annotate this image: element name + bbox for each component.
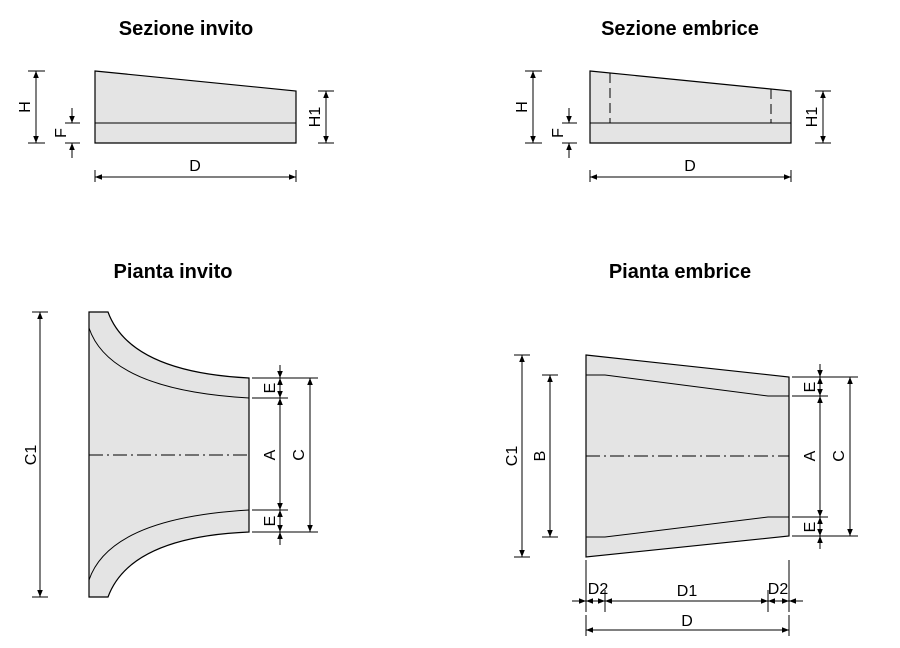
title-sezione-invito: Sezione invito: [119, 18, 253, 40]
dim-label-e-top-invito: E: [262, 383, 279, 394]
dim-label-d2-right: D2: [768, 581, 789, 598]
dim-label-d-embrice: D: [684, 158, 696, 175]
title-sezione-embrice: Sezione embrice: [601, 18, 759, 40]
dim-label-e-bottom-invito: E: [262, 516, 279, 527]
title-pianta-embrice: Pianta embrice: [609, 261, 751, 283]
dim-label-f-invito: F: [53, 128, 70, 138]
dim-label-d1: D1: [677, 583, 698, 600]
title-pianta-invito: Pianta invito: [114, 261, 233, 283]
dim-label-c1-embrice: C1: [504, 446, 521, 467]
dim-label-h1-invito: H1: [307, 107, 324, 128]
dim-label-h-embrice: H: [514, 101, 531, 113]
dim-label-e-top-embrice: E: [802, 382, 819, 393]
dim-label-h-invito: H: [17, 101, 34, 113]
dim-label-d-invito: D: [189, 158, 201, 175]
dim-label-c-embrice: C: [831, 450, 848, 462]
dim-label-h1-embrice: H1: [804, 107, 821, 128]
dim-label-d2-left: D2: [588, 581, 609, 598]
dim-label-f-embrice: F: [550, 128, 567, 138]
plan-embrice-drawing: [514, 354, 858, 636]
dim-label-a-embrice: A: [802, 450, 819, 461]
section-embrice-drawing: [525, 70, 831, 182]
section-invito-drawing: [28, 70, 334, 182]
dim-label-d-plan-embrice: D: [681, 613, 693, 630]
dim-label-c-invito: C: [291, 449, 308, 461]
dim-label-a-invito: A: [262, 449, 279, 460]
plan-invito-drawing: [32, 311, 318, 598]
dim-label-b-embrice: B: [532, 451, 549, 462]
dim-label-e-bottom-embrice: E: [802, 522, 819, 533]
dim-label-c1-invito: C1: [23, 445, 40, 466]
